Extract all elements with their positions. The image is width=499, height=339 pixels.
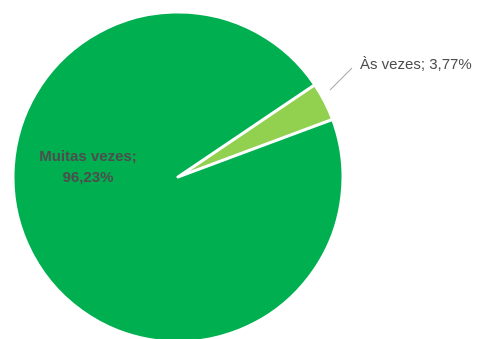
data-label-as-vezes: Às vezes; 3,77% — [360, 56, 472, 73]
leader-line-as-vezes — [329, 67, 353, 91]
slice-muitas-vezes — [11, 10, 345, 339]
pie-slices — [11, 10, 345, 339]
data-label-muitas-vezes-line1: Muitas vezes; — [39, 148, 137, 165]
data-label-muitas-vezes-line2: 96,23% — [63, 169, 114, 186]
